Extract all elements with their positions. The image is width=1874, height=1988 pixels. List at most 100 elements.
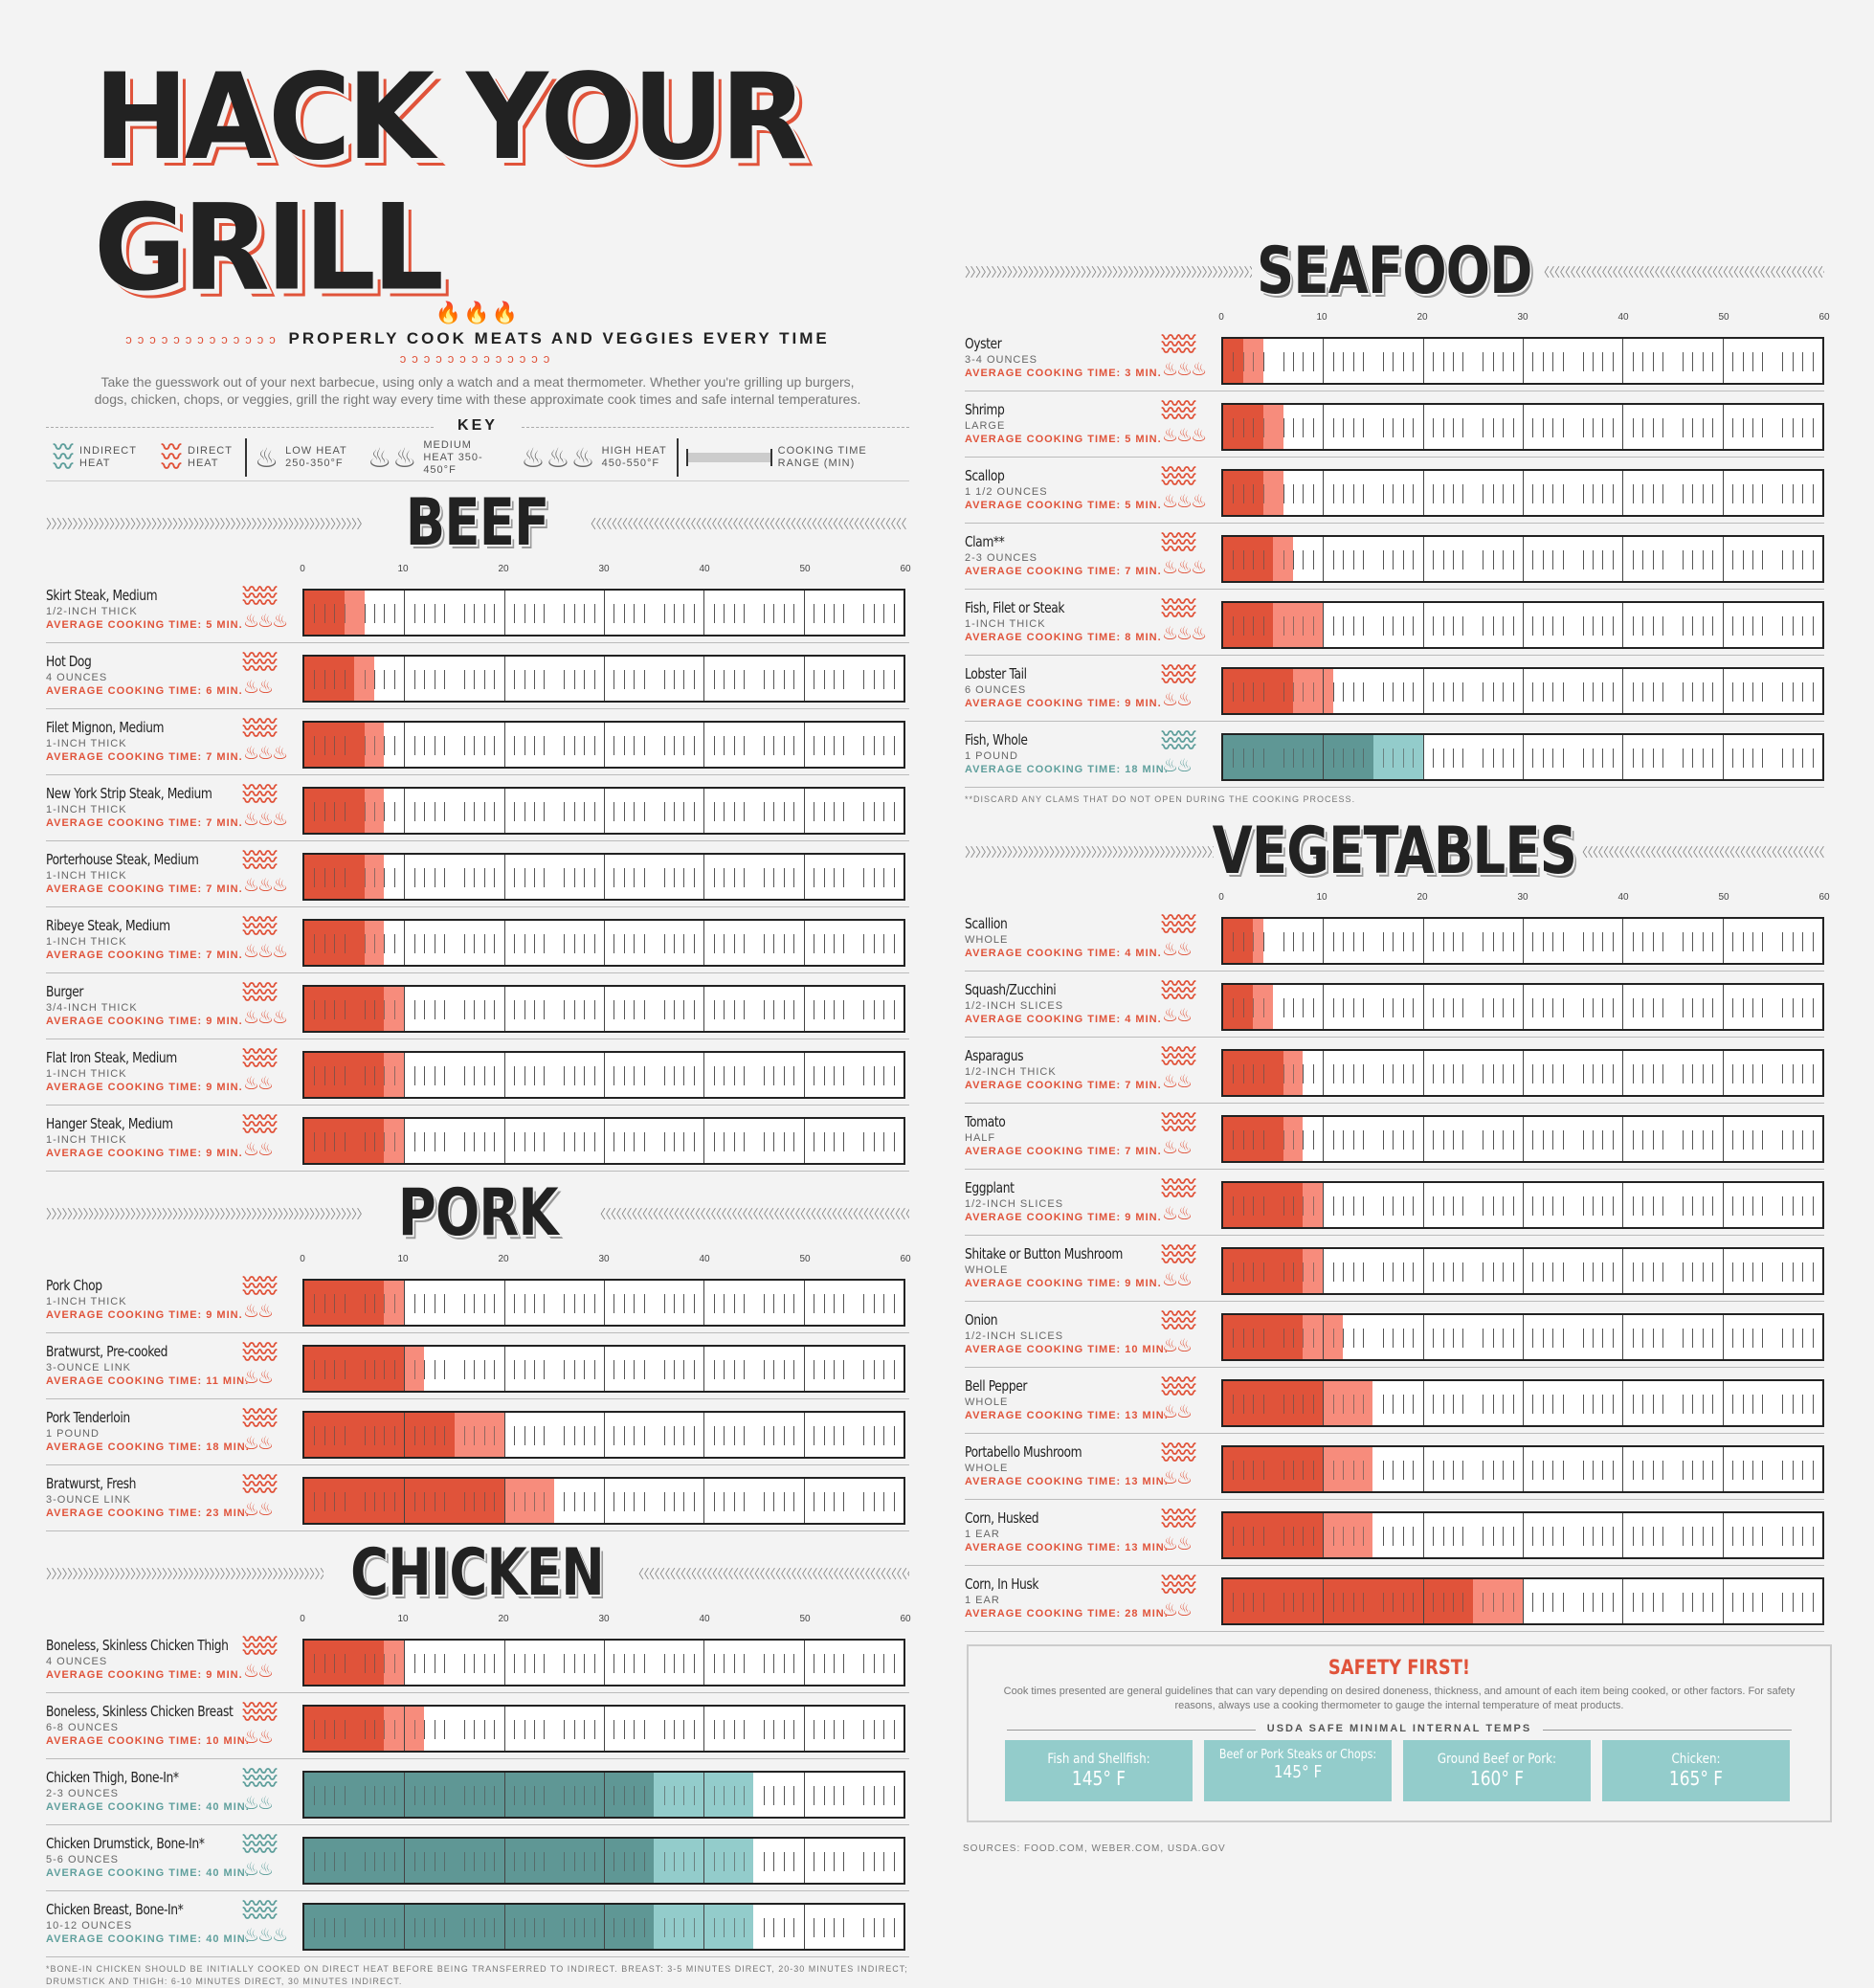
item-name: Corn, In Husk [965, 1575, 1039, 1593]
bar-range-segment [1273, 537, 1294, 581]
bar-tick [1512, 682, 1514, 702]
bar-tick [564, 802, 566, 821]
bar-range-segment [654, 1839, 754, 1883]
bar-tick [1652, 1196, 1654, 1216]
bar-tick [1692, 1329, 1694, 1348]
bar-tick [1532, 1329, 1534, 1348]
bar-tick [1422, 919, 1424, 963]
bar-tick [604, 657, 605, 701]
key-indirect: 〰〰〰 INDIRECT HEAT [46, 438, 154, 477]
bar-tick [1233, 352, 1235, 371]
bar-tick [1352, 352, 1354, 371]
bar-tick [514, 802, 516, 821]
bar-tick [474, 1786, 476, 1805]
bar-tick [573, 1294, 575, 1313]
bar-tick [444, 1360, 446, 1379]
x-tick-label: 30 [1517, 892, 1528, 903]
heat-wave-icon: 〰〰 〰〰 〰〰 [243, 1630, 277, 1663]
item-detail: LARGE [965, 420, 1006, 432]
bar-tick [1352, 748, 1354, 768]
bar-tick [1712, 1593, 1714, 1612]
bar-range-segment [1253, 919, 1263, 963]
bar-tick [623, 1066, 625, 1085]
bar-tick [404, 1413, 406, 1457]
bar-tick [494, 1132, 496, 1151]
bar-tick [483, 736, 485, 755]
bar-tick [883, 1360, 885, 1379]
x-tick-label: 0 [1218, 892, 1224, 903]
bar-tick [643, 1720, 645, 1739]
bar-tick [334, 868, 336, 887]
bar-tick [314, 1132, 316, 1151]
bar-tick [584, 1360, 586, 1379]
flame-icon: ♨♨ [1162, 1336, 1193, 1356]
bar-tick [1593, 418, 1595, 437]
bar-tick [1593, 1395, 1595, 1414]
bar-tick [1742, 1262, 1744, 1282]
bar-min-segment [1223, 603, 1274, 647]
bar-tick [1532, 1130, 1534, 1150]
bar-tick [1332, 682, 1334, 702]
bar-tick [1253, 1262, 1255, 1282]
bar-tick [1542, 352, 1544, 371]
bar-tick [823, 802, 825, 821]
bar-tick [703, 1053, 705, 1097]
bar-tick [593, 1786, 595, 1805]
bar-tick [1503, 1329, 1505, 1348]
bar-tick [1382, 418, 1384, 437]
bar-tick [1742, 418, 1744, 437]
item-detail: 5-6 OUNCES [46, 1854, 120, 1865]
bar-tick [623, 868, 625, 887]
bar-tick [1413, 1461, 1415, 1480]
bar-tick [1283, 998, 1284, 1017]
bar-tick [1242, 1130, 1244, 1150]
bar-tick [1642, 616, 1644, 636]
bar-tick [1253, 418, 1255, 437]
bar-tick [1602, 1395, 1604, 1414]
bar-tick [773, 736, 775, 755]
bar-tick [1352, 1196, 1354, 1216]
bar-tick [494, 736, 496, 755]
bar-tick [1363, 748, 1365, 768]
bar-tick [634, 934, 636, 953]
direct-heat-icon: 〰〰 〰〰 〰〰 ♨♨ [1162, 1306, 1219, 1356]
time-range-bar [302, 1477, 905, 1525]
bar-tick [1503, 998, 1505, 1017]
bar-tick [1503, 748, 1505, 768]
bar-tick [1503, 1461, 1505, 1480]
bar-tick [593, 736, 595, 755]
bar-tick [393, 1360, 395, 1379]
bar-tick [384, 1654, 386, 1673]
bar-tick [1612, 1593, 1614, 1612]
flame-icon: ♨♨ [1162, 1204, 1193, 1224]
bar-tick [364, 1786, 366, 1805]
bar-tick [1382, 550, 1384, 570]
bar-tick [483, 1786, 485, 1805]
intro-text: Take the guesswork out of your next barb… [94, 374, 861, 407]
bar-tick [413, 1132, 415, 1151]
bar-tick [744, 1066, 746, 1085]
bar-tick [573, 604, 575, 623]
bar-tick [863, 1294, 865, 1313]
time-range-bar [302, 787, 905, 835]
bar-tick [604, 1839, 605, 1883]
bar-tick [744, 1000, 746, 1019]
bar-range-segment [384, 987, 405, 1031]
bar-tick [693, 670, 695, 689]
bar-tick [1262, 748, 1264, 768]
item-detail: 1 EAR [965, 1595, 1000, 1606]
bar-tick [1253, 1461, 1255, 1480]
bar-tick [713, 604, 715, 623]
bar-tick [883, 1066, 885, 1085]
chart-row: Eggplant 1/2-INCH SLICES AVERAGE COOKING T… [965, 1170, 1824, 1236]
bar-tick [1562, 616, 1564, 636]
bar-range-segment [344, 591, 365, 635]
temp-card: Ground Beef or Pork: 160° F [1403, 1740, 1591, 1801]
bar-tick [1662, 1461, 1664, 1480]
item-average-time: AVERAGE COOKING TIME: 7 MIN. [965, 1080, 1162, 1091]
bar-tick [1503, 1527, 1505, 1546]
direct-heat-icon: 〰〰 〰〰 〰〰 ♨♨♨ [243, 845, 301, 895]
bar-tick [823, 1918, 825, 1937]
bar-tick [1642, 550, 1644, 570]
bar-tick [1792, 998, 1794, 1017]
